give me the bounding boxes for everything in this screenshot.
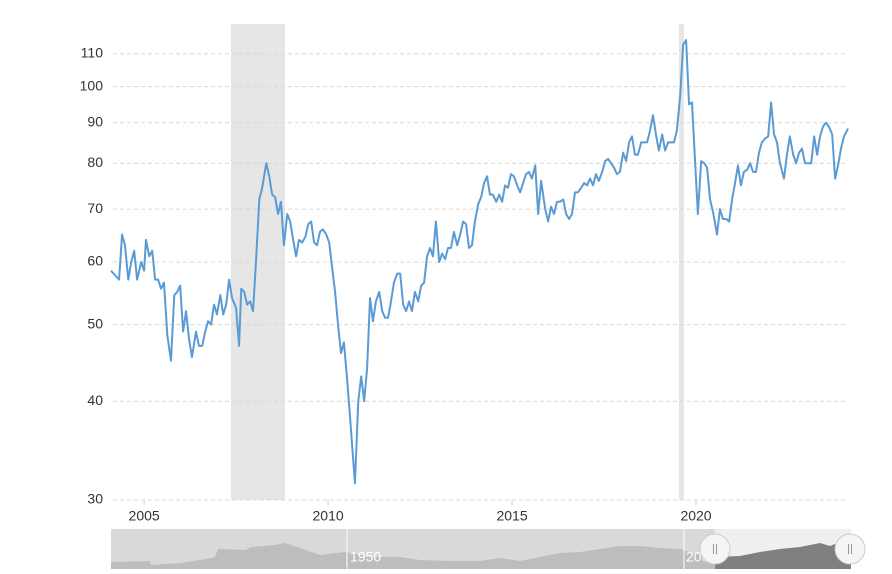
handle-knob[interactable] [834,533,866,565]
y-tick-label: 60 [87,253,103,269]
navigator-handle[interactable] [699,533,731,565]
handle-knob[interactable] [699,533,731,565]
y-tick-label: 100 [80,77,104,93]
plot-area: 30 40 50 60 70 80 90 100 110 2005 2010 2015 2020 [80,24,849,524]
data-line [110,39,849,485]
y-tick-label: 30 [87,491,103,507]
x-tick-label: 2010 [313,508,344,524]
y-tick-label: 50 [87,315,103,331]
y-tick-label: 110 [81,45,104,61]
navigator[interactable]: 19502000 [111,529,866,569]
y-tick-label: 40 [87,392,103,408]
y-tick-label: 70 [87,200,103,216]
x-tick-label: 2020 [680,508,711,524]
y-tick-label: 90 [87,113,103,129]
navigator-handle[interactable] [834,533,866,565]
navigator-series [111,543,715,569]
x-tick-label: 2005 [129,508,160,524]
navigator-window-series [715,540,851,569]
navigator-label: 1950 [350,549,381,565]
y-tick-label: 80 [87,154,103,170]
x-tick-label: 2015 [496,508,527,524]
